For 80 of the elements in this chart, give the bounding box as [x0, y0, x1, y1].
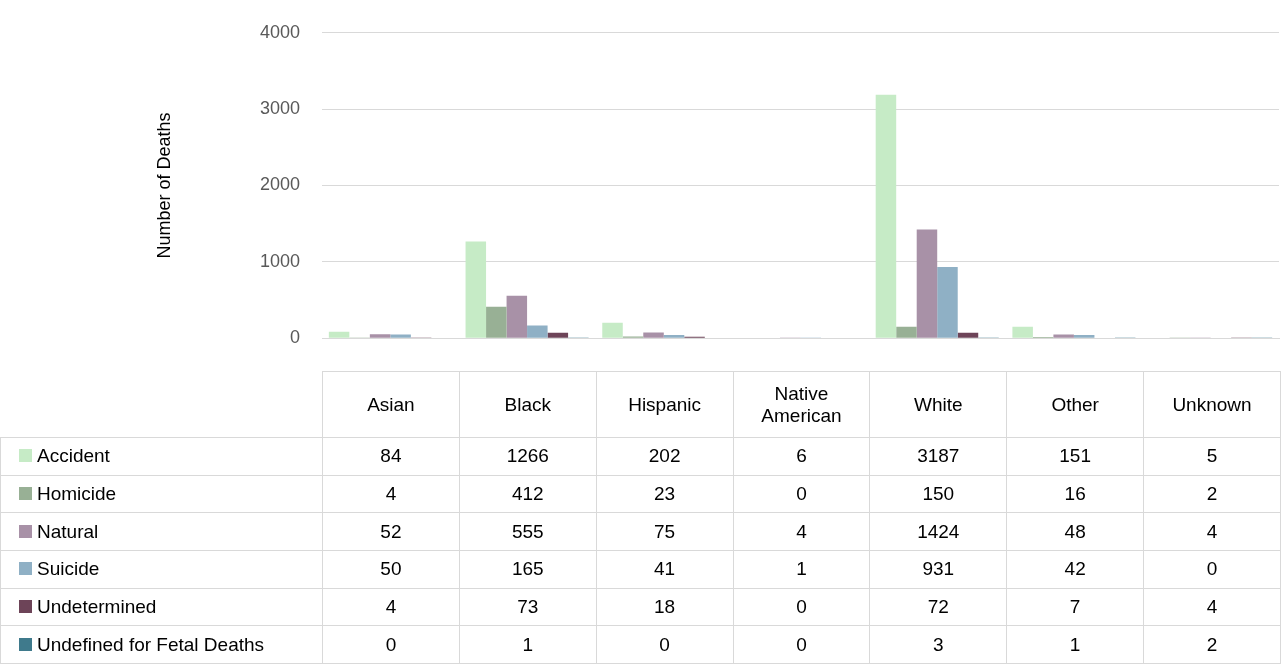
- legend-label: Homicide: [37, 483, 117, 505]
- data-label: 2: [1143, 475, 1281, 513]
- data-label: 3: [869, 625, 1007, 664]
- data-label: 42: [1006, 550, 1144, 589]
- data-label: 16: [1006, 475, 1144, 513]
- bar: [663, 335, 685, 338]
- data-label: 0: [596, 625, 734, 664]
- data-label: 1424: [869, 512, 1007, 551]
- data-label: 0: [733, 588, 870, 626]
- legend-label: Accident: [37, 445, 110, 467]
- bar: [465, 241, 487, 338]
- data-label: 52: [322, 512, 460, 551]
- bar: [643, 332, 664, 338]
- data-label: 4: [322, 475, 460, 513]
- data-label: 412: [459, 475, 597, 513]
- bar: [937, 267, 958, 338]
- y-tick-label: 4000: [259, 21, 300, 42]
- bar: [957, 332, 979, 338]
- data-label: 165: [459, 550, 597, 589]
- x-tick-label: White: [869, 371, 1007, 438]
- legend-label: Natural: [37, 520, 99, 542]
- data-label: 1: [1006, 625, 1144, 664]
- data-label: 7: [1006, 588, 1144, 626]
- legend-label: Suicide: [37, 558, 100, 580]
- legend-label: Undetermined: [37, 596, 157, 618]
- bar: [369, 334, 391, 338]
- data-label: 4: [1143, 588, 1281, 626]
- data-label: 5: [1143, 437, 1281, 476]
- data-label: 1: [733, 550, 870, 589]
- x-tick-label: Black: [459, 371, 597, 438]
- y-tick-label: 1000: [259, 250, 300, 271]
- data-label: 0: [733, 475, 870, 513]
- data-label: 4: [1143, 512, 1281, 551]
- x-tick-label: Asian: [322, 371, 460, 438]
- data-label: 50: [322, 550, 460, 589]
- data-label: 48: [1006, 512, 1144, 551]
- data-label: 73: [459, 588, 597, 626]
- data-label: 1266: [459, 437, 597, 476]
- data-label: 84: [322, 437, 460, 476]
- data-label: 931: [869, 550, 1007, 589]
- bar: [916, 229, 938, 338]
- data-label: 23: [596, 475, 734, 513]
- data-label: 72: [869, 588, 1007, 626]
- y-tick-label: 3000: [259, 98, 300, 119]
- bar: [506, 295, 528, 338]
- x-tick-label: Unknown: [1143, 371, 1281, 438]
- bar: [896, 326, 917, 338]
- bar: [1012, 326, 1033, 338]
- bar: [602, 322, 623, 338]
- data-label: 75: [596, 512, 734, 551]
- x-tick-label: Other: [1006, 371, 1144, 438]
- data-label: 4: [733, 512, 870, 551]
- bar: [390, 334, 411, 338]
- data-label: 555: [459, 512, 597, 551]
- y-tick-label: 2000: [259, 174, 300, 195]
- bar: [527, 325, 548, 338]
- y-tick-label: 0: [289, 327, 300, 348]
- legend-label: Undefined for Fetal Deaths: [37, 633, 265, 655]
- y-axis-title: Number of Deaths: [153, 112, 174, 259]
- data-label: 150: [869, 475, 1007, 513]
- data-label: 151: [1006, 437, 1144, 476]
- bar: [547, 332, 569, 338]
- x-tick-label: Native American: [733, 371, 870, 438]
- x-tick-label: Hispanic: [596, 371, 734, 438]
- data-label: 4: [322, 588, 460, 626]
- bar: [875, 94, 897, 338]
- data-label: 3187: [869, 437, 1007, 476]
- data-label: 0: [322, 625, 460, 664]
- data-label: 202: [596, 437, 734, 476]
- bar: [328, 331, 350, 338]
- bar: [1053, 334, 1074, 338]
- data-label: 6: [733, 437, 870, 476]
- data-label: 0: [733, 625, 870, 664]
- data-label: 1: [459, 625, 597, 664]
- data-label: 18: [596, 588, 734, 626]
- data-label: 0: [1143, 550, 1281, 589]
- bar: [486, 306, 507, 338]
- bar: [1073, 334, 1095, 338]
- data-label: 41: [596, 550, 734, 589]
- data-label: 2: [1143, 625, 1281, 664]
